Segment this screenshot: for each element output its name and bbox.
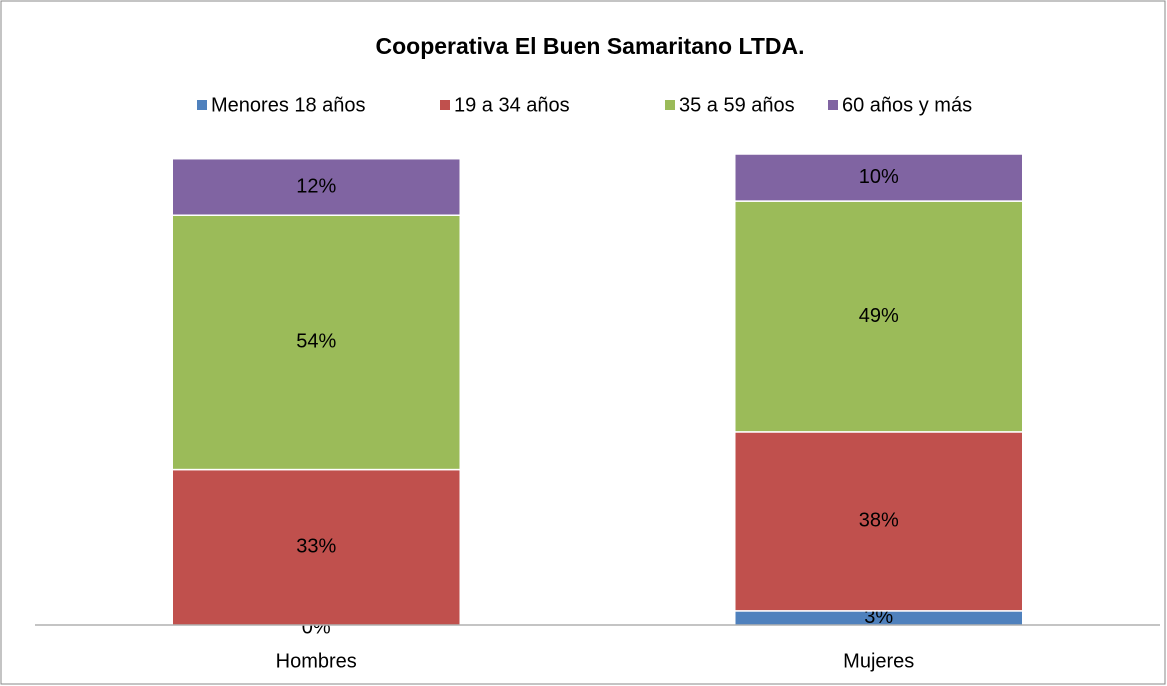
data-label: 3%: [864, 606, 893, 628]
legend-swatch: [828, 100, 838, 110]
legend-swatch: [440, 100, 450, 110]
legend-swatch: [665, 100, 675, 110]
bar-segment: [734, 153, 1024, 202]
data-label: 49%: [859, 305, 899, 327]
data-label: 33%: [296, 536, 336, 558]
chart-title: Cooperativa El Buen Samaritano LTDA.: [376, 33, 805, 59]
bar-segment: [734, 431, 1024, 612]
x-tick-label: Hombres: [276, 650, 357, 672]
data-label: 38%: [859, 510, 899, 532]
bar-segment: [171, 214, 461, 471]
data-label: 12%: [296, 175, 336, 197]
x-tick-label: Mujeres: [843, 650, 914, 672]
legend-label: Menores 18 años: [211, 94, 366, 116]
legend-label: 60 años y más: [842, 94, 972, 116]
legend-label: 35 a 59 años: [679, 94, 795, 116]
data-label: 10%: [859, 166, 899, 188]
data-label: 54%: [296, 331, 336, 353]
legend-label: 19 a 34 años: [454, 94, 570, 116]
legend-swatch: [197, 100, 207, 110]
bar-segment: [734, 200, 1024, 433]
bar-segment: [171, 157, 461, 216]
